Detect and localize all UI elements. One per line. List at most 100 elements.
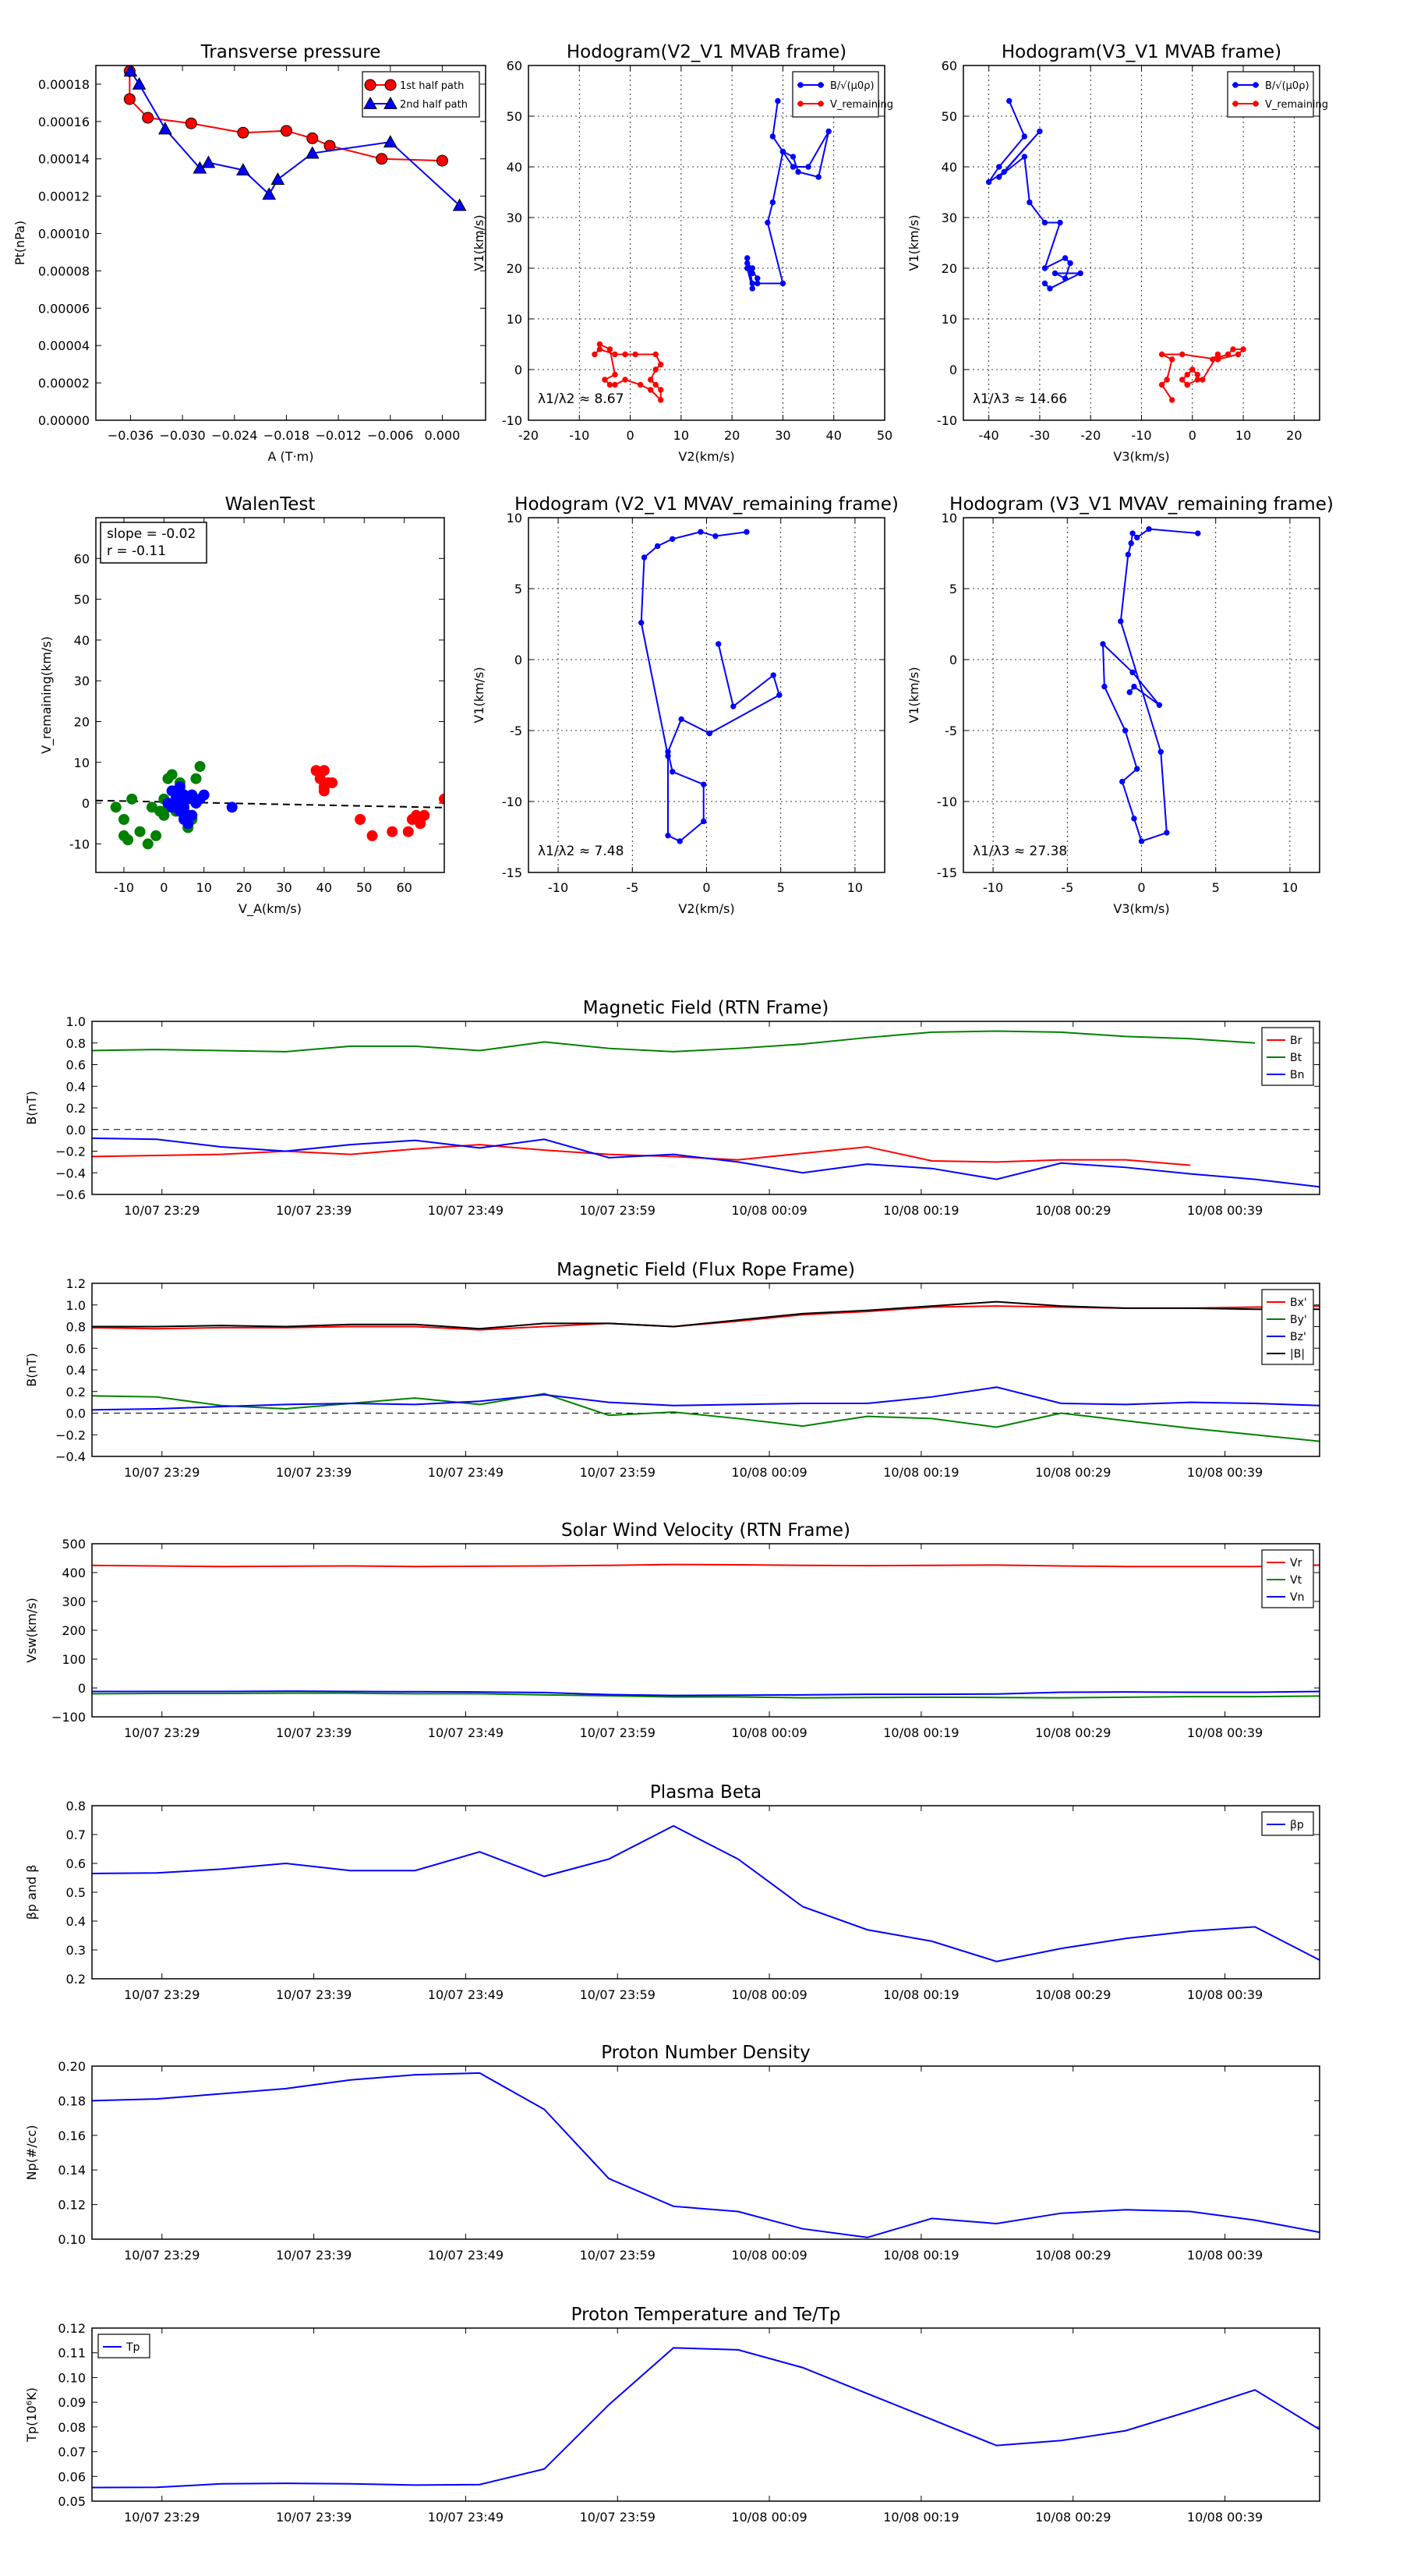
data-point — [190, 773, 202, 784]
x-tick-label: 10/07 23:59 — [580, 2510, 656, 2525]
y-tick-label: 0 — [78, 1681, 86, 1696]
y-tick-label: 0.2 — [66, 1101, 86, 1116]
y-tick-label: 0 — [514, 653, 522, 667]
y-tick-label: 100 — [62, 1652, 86, 1667]
x-tick-label: 10/07 23:59 — [580, 2248, 656, 2263]
data-point — [677, 838, 683, 844]
x-tick-label: -10 — [548, 880, 568, 895]
annotation-box — [100, 522, 207, 564]
chart-title: Plasma Beta — [650, 1782, 762, 1803]
chart-tp2: 10/07 23:29 10/07 23:39 10/07 23:49 10/07 2… — [24, 2305, 1320, 2525]
y-tick-label: 30 — [507, 211, 522, 225]
axes-frame — [91, 2327, 1320, 2502]
x-tick-label: 10/08 00:29 — [1035, 2248, 1111, 2263]
data-point — [744, 255, 751, 261]
data-point — [1194, 377, 1201, 383]
y-tick-label: 0.10 — [58, 2370, 86, 2385]
y-tick-label: -10 — [69, 837, 90, 851]
y-tick-label: 0 — [949, 653, 957, 667]
x-tick-label: 10/08 00:19 — [883, 1465, 959, 1480]
data-point — [1184, 371, 1190, 378]
axes-frame — [528, 517, 885, 873]
x-tick-label: 10 — [196, 880, 212, 895]
legend-label: Bn — [1290, 1069, 1304, 1081]
data-point — [1131, 683, 1137, 690]
data-point — [1041, 280, 1048, 287]
data-point — [270, 172, 285, 185]
data-point — [1164, 830, 1170, 836]
chart-title: Proton Number Density — [601, 2043, 811, 2063]
data-point — [769, 199, 776, 206]
y-tick-label: 0.6 — [66, 1856, 86, 1871]
y-axis-label: V1(km/s) — [472, 214, 486, 271]
y-tick-label: 0.00014 — [38, 152, 90, 167]
data-point — [1067, 260, 1073, 267]
y-tick-label: 0.07 — [58, 2445, 86, 2460]
data-point — [1062, 275, 1069, 281]
x-tick-label: 30 — [775, 428, 790, 443]
x-tick-label: 10/07 23:29 — [124, 1987, 200, 2002]
data-point — [665, 748, 671, 755]
x-tick-label: 5 — [1212, 880, 1220, 895]
data-point — [985, 179, 992, 186]
legend-label: B/√(μ0ρ) — [1265, 80, 1309, 92]
x-tick-label: 10/07 23:39 — [276, 1987, 352, 2002]
legend-box — [362, 71, 480, 118]
data-point — [1134, 534, 1140, 541]
y-tick-label: 5 — [949, 582, 957, 596]
data-point — [1156, 702, 1163, 708]
y-tick-label: 0.11 — [58, 2346, 86, 2361]
plot-area — [1100, 525, 1201, 844]
axes-frame — [91, 1543, 1320, 1718]
legend-box — [1261, 1027, 1314, 1086]
y-tick-label: 0.00004 — [38, 338, 90, 353]
x-tick-label: 10/08 00:19 — [883, 1203, 959, 1218]
data-point — [318, 781, 330, 793]
data-point — [1051, 270, 1058, 277]
data-point — [712, 533, 719, 540]
y-tick-label: 0.4 — [66, 1914, 86, 1929]
data-point — [647, 377, 654, 383]
plot-area — [92, 1563, 1320, 1699]
series-line-Bz' — [92, 1386, 1320, 1411]
series-line-0 — [640, 531, 780, 843]
y-tick-label: 0.7 — [66, 1828, 86, 1842]
y-tick-label: 0.05 — [58, 2494, 86, 2509]
y-tick-label: 10 — [507, 511, 522, 525]
chart-title: Solar Wind Velocity (RTN Frame) — [561, 1520, 850, 1541]
data-point — [118, 814, 129, 826]
data-point — [1179, 351, 1186, 358]
data-point — [1158, 381, 1165, 388]
data-point — [790, 154, 797, 160]
data-point — [652, 351, 659, 358]
legend-box — [792, 71, 879, 118]
data-point — [1047, 285, 1053, 292]
y-tick-label: 300 — [62, 1594, 86, 1609]
y-tick-label: 1.0 — [66, 1298, 86, 1313]
x-tick-label: 10/08 00:29 — [1035, 2510, 1111, 2525]
data-point — [606, 381, 613, 388]
legend-label: βp — [1290, 1819, 1304, 1831]
x-axis-label: A (T·m) — [268, 449, 314, 464]
y-tick-label: -15 — [937, 865, 957, 880]
series-line-0 — [129, 71, 443, 162]
data-point — [306, 132, 319, 144]
data-point — [716, 641, 722, 647]
chart-tp: −0.036 −0.030 −0.024 −0.018 −0.012 −0.006 0.00… — [12, 42, 486, 464]
legend-label: 1st half path — [400, 80, 464, 92]
x-tick-label: 50 — [356, 880, 372, 895]
x-tick-label: 10/07 23:29 — [124, 1465, 200, 1480]
data-point — [755, 275, 761, 281]
y-tick-label: 50 — [74, 593, 90, 607]
y-tick-label: −0.2 — [55, 1428, 86, 1442]
annotation-text: slope = -0.02 — [107, 526, 196, 542]
data-point — [606, 346, 613, 352]
data-point — [765, 219, 771, 226]
x-tick-label: 10/08 00:39 — [1187, 1203, 1263, 1218]
plot-area — [92, 1300, 1320, 1442]
data-point — [602, 377, 608, 383]
y-tick-label: 0.10 — [58, 2232, 86, 2247]
y-tick-label: 0.5 — [66, 1885, 86, 1900]
y-tick-label: 0.12 — [58, 2321, 86, 2336]
